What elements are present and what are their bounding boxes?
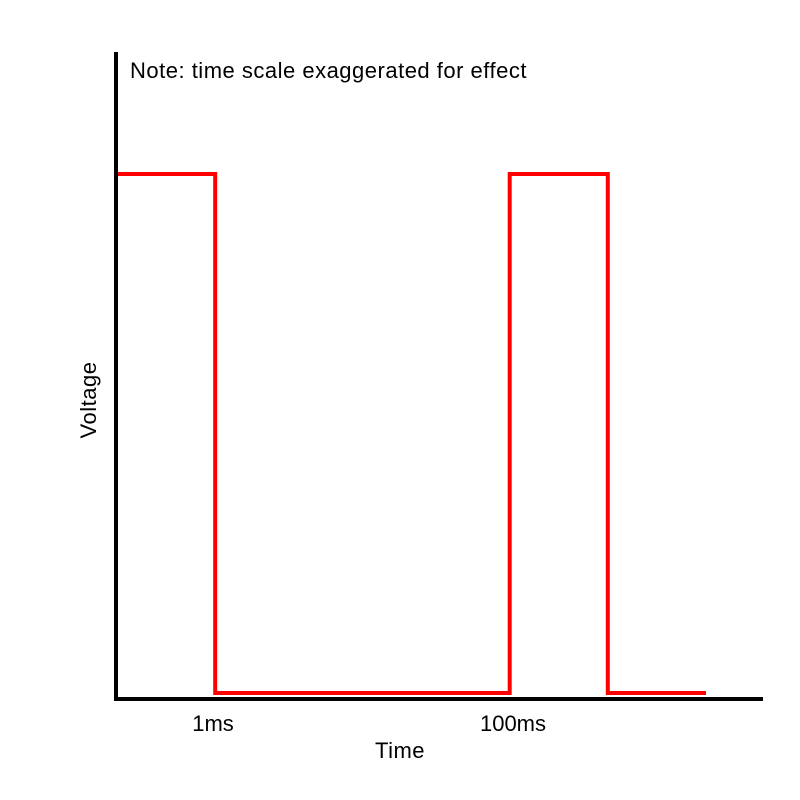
x-tick-label-100ms: 100ms [480,711,546,736]
series-0-waveform [117,172,706,695]
series-layer [117,172,706,695]
x-tick-label-1ms: 1ms [192,711,234,736]
y-axis-title: Voltage [76,362,101,439]
chart-note: Note: time scale exaggerated for effect [130,58,527,83]
x-axis-title: Time [375,738,425,763]
